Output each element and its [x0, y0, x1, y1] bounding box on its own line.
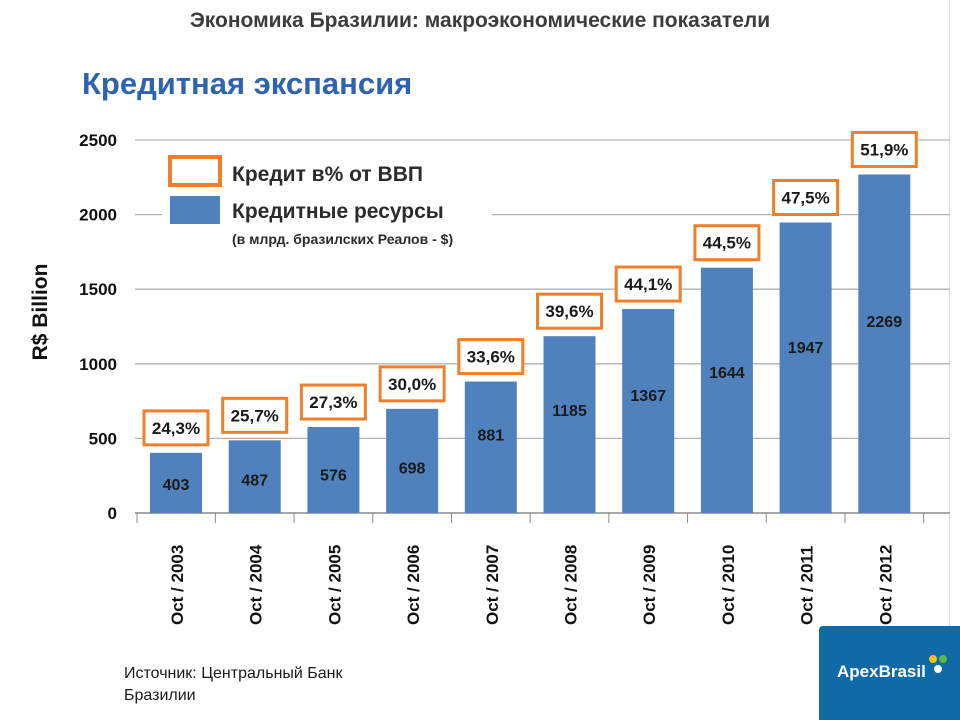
bar	[464, 381, 517, 513]
logo-text: ApexBrasil	[837, 662, 926, 681]
bar-value-label: 2269	[867, 314, 903, 331]
x-tick-label: Oct / 2003	[168, 545, 187, 625]
x-tick-label: Oct / 2011	[798, 546, 817, 625]
percent-label: 25,7%	[231, 406, 279, 425]
source-note: Источник: Центральный Банк Бразилии	[124, 665, 343, 704]
bar-value-label: 576	[320, 467, 347, 484]
percent-label: 51,9%	[860, 140, 908, 159]
legend-note: (в млрд. бразилских Реалов - $)	[232, 231, 453, 247]
y-tick-label: 0	[108, 504, 117, 523]
bar	[307, 427, 360, 513]
bar-value-label: 1644	[709, 365, 745, 382]
percent-label: 44,1%	[624, 275, 672, 294]
bar	[622, 309, 675, 513]
percent-label: 44,5%	[703, 234, 751, 253]
x-tick-label: Oct / 2004	[247, 544, 266, 625]
y-tick-label: 2500	[79, 131, 117, 150]
bar-value-label: 1367	[630, 388, 666, 405]
percent-box	[850, 130, 918, 168]
percent-labels: 24,3% 25,7% 27,3% 30,0% 33,6% 39,6% 44,1% 44,5%…	[142, 130, 918, 447]
percent-label: 33,6%	[467, 348, 515, 367]
bar	[779, 222, 832, 513]
bar	[858, 174, 911, 513]
header-title: Экономика Бразилии: макроэкономические п…	[189, 9, 771, 32]
percent-box	[693, 224, 761, 262]
percent-box	[536, 292, 603, 330]
percent-box	[614, 265, 682, 303]
legend: Кредит в% от ВВП Кредитные ресурсы (в мл…	[162, 148, 492, 250]
percent-label: 30,0%	[388, 375, 436, 394]
x-tick-label: Oct / 2012	[876, 545, 895, 625]
x-tick-label: Oct / 2005	[325, 545, 344, 625]
bar	[150, 452, 202, 513]
percent-box	[142, 409, 210, 447]
y-tick-label: 500	[89, 429, 117, 448]
bar	[543, 336, 596, 513]
bar-value-label: 1947	[788, 340, 824, 357]
percent-box	[221, 396, 289, 434]
legend-label-credit-resources: Кредитные ресурсы	[232, 200, 444, 223]
y-tick-label: 1000	[79, 355, 117, 374]
x-tick-label: Oct / 2010	[719, 545, 738, 625]
y-axis-label: R$ Billion	[29, 264, 52, 361]
bar	[228, 440, 281, 513]
x-tick-labels: Oct / 2003 Oct / 2004 Oct / 2005 Oct / 2006…	[136, 513, 925, 625]
y-tick-label: 1500	[79, 280, 117, 299]
bar-value-label: 403	[163, 477, 190, 494]
right-border-line	[949, 0, 950, 720]
bar-value-label: 698	[399, 460, 426, 477]
percent-box	[378, 365, 446, 403]
percent-label: 47,5%	[781, 189, 829, 208]
x-tick-label: Oct / 2008	[562, 545, 581, 625]
x-tick-label: Oct / 2009	[640, 545, 659, 625]
percent-box	[299, 383, 367, 421]
y-tick-label: 2000	[79, 206, 117, 225]
logo-mark-icon	[929, 655, 947, 673]
x-tick-label: Oct / 2007	[483, 545, 502, 625]
percent-box	[457, 338, 525, 376]
percent-label: 27,3%	[309, 393, 357, 412]
legend-swatch-credit-resources	[170, 196, 220, 224]
apexbrasil-logo: ApexBrasil	[819, 626, 960, 720]
legend-swatch-credit-pct	[168, 155, 222, 187]
percent-box	[772, 179, 840, 217]
percent-label: 39,6%	[545, 302, 593, 321]
bar-value-label: 881	[477, 428, 504, 445]
bar-value-label: 487	[241, 472, 268, 489]
legend-label-credit-pct: Кредит в% от ВВП	[232, 163, 423, 186]
percent-label: 24,3%	[152, 419, 200, 438]
bar-value-label: 1185	[552, 403, 587, 420]
x-tick-label: Oct / 2006	[404, 545, 423, 625]
bar	[700, 267, 753, 513]
slide-subtitle: Кредитная экспансия	[82, 66, 413, 101]
y-tick-labels: 0 500 1000 1500 2000 2500	[79, 131, 117, 523]
bar	[386, 408, 439, 513]
bars: 403 487 576 698 881 1185 1367 1644 1947 2269	[150, 174, 911, 513]
